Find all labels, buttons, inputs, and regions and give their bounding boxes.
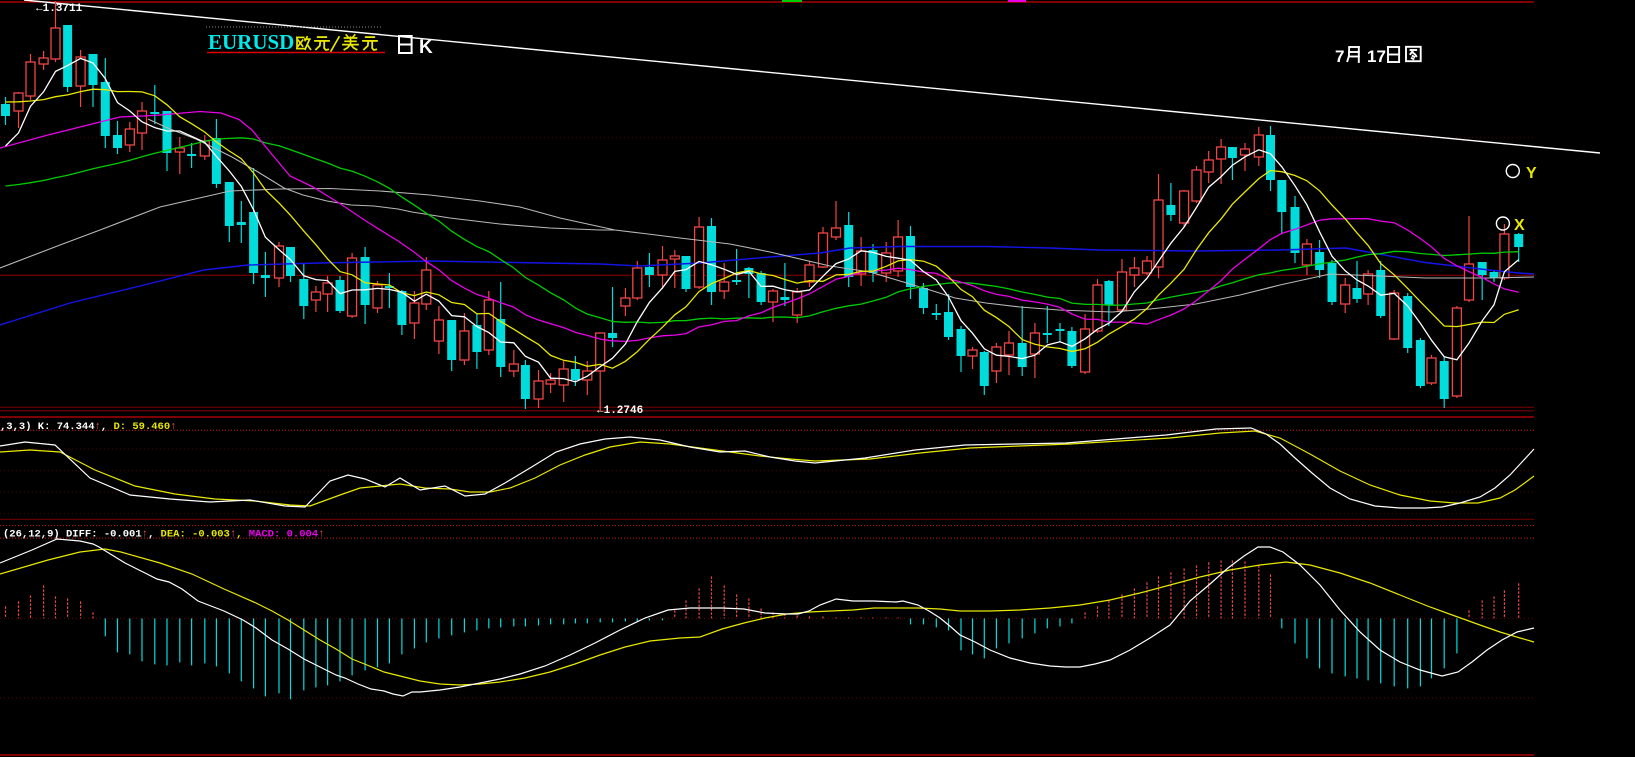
svg-text:EURUSD: EURUSD xyxy=(208,30,294,54)
svg-text:←1.3711: ←1.3711 xyxy=(36,3,83,15)
svg-text:,3,3) K: 74.344↑, D: 59.460↑: ,3,3) K: 74.344↑, D: 59.460↑ xyxy=(0,421,176,433)
svg-text:K: K xyxy=(419,37,433,58)
svg-text:←1.2746: ←1.2746 xyxy=(597,405,643,417)
svg-text:17: 17 xyxy=(1367,47,1386,66)
svg-text:Y: Y xyxy=(1526,165,1537,182)
svg-text:7: 7 xyxy=(1335,47,1344,66)
svg-text:X: X xyxy=(1514,217,1525,234)
svg-text:(26,12,9) DIFF: -0.001↑, DEA:: (26,12,9) DIFF: -0.001↑, DEA: -0.003↑, M… xyxy=(3,528,324,540)
